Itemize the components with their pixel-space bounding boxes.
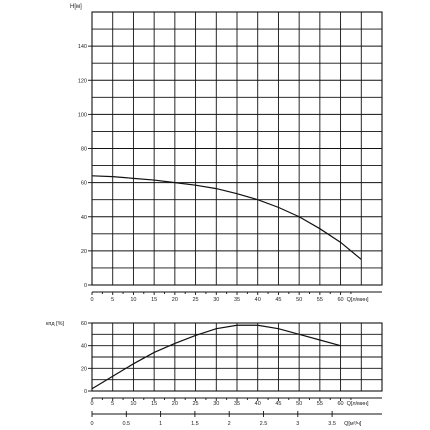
m3h-tick-label: 0.5 xyxy=(122,421,130,427)
head-x-tick-label: 55 xyxy=(317,297,323,303)
head-x-tick-label: 5 xyxy=(111,297,114,303)
efficiency-x-tick-label: 55 xyxy=(317,401,323,407)
m3h-tick-label: 0 xyxy=(90,421,93,427)
m3h-tick-label: 2.5 xyxy=(260,421,268,427)
efficiency-x-tick-label: 40 xyxy=(255,401,261,407)
head-x-tick-label: 60 xyxy=(338,297,344,303)
head-x-tick-label: 50 xyxy=(296,297,302,303)
head-y-tick-label: 80 xyxy=(81,147,87,153)
flow-m3h-axis: 0 0.5 1 1.5 2 2.5 3 3.5 Q[м³/ч] xyxy=(90,411,382,427)
head-x-tick-label: 40 xyxy=(255,297,261,303)
efficiency-x-tick-label: 10 xyxy=(130,401,136,407)
efficiency-x-tick-label: 25 xyxy=(193,401,199,407)
efficiency-x-tick-label: 30 xyxy=(213,401,219,407)
head-x-tick-label: 15 xyxy=(151,297,157,303)
head-x-tick-label: 30 xyxy=(213,297,219,303)
head-x-tick-label: 20 xyxy=(172,297,178,303)
efficiency-x-tick-label: 60 xyxy=(338,401,344,407)
head-grid xyxy=(91,11,383,286)
head-y-tick-label: 20 xyxy=(81,249,87,255)
efficiency-y-tick-label: 40 xyxy=(81,344,87,350)
m3h-tick-label: 3 xyxy=(296,421,299,427)
head-x-tick-label: 35 xyxy=(234,297,240,303)
head-x-tick-label: 0 xyxy=(90,297,93,303)
efficiency-x-tick-label: 5 xyxy=(111,401,114,407)
efficiency-x-tick-label: 35 xyxy=(234,401,240,407)
efficiency-axis-title: кпд [%] xyxy=(46,321,65,327)
efficiency-x-tick-label: 45 xyxy=(275,401,281,407)
head-curve xyxy=(91,175,362,260)
efficiency-curve xyxy=(91,324,341,390)
m3h-axis-title: Q[м³/ч] xyxy=(344,421,362,427)
efficiency-frame xyxy=(91,322,383,392)
m3h-tick-label: 3.5 xyxy=(328,421,336,427)
efficiency-x-axis-title: Q[л/мин] xyxy=(347,401,369,407)
head-x-tick-label: 25 xyxy=(193,297,199,303)
head-y-tick-label: 40 xyxy=(81,215,87,221)
m3h-tick-label: 1 xyxy=(159,421,162,427)
head-axis-title: H[м] xyxy=(70,4,82,10)
head-y-tick-label: 0 xyxy=(84,283,87,289)
head-x-axis-title: Q[л/мин] xyxy=(347,297,369,303)
efficiency-x-tick-label: 15 xyxy=(151,401,157,407)
head-y-ticks: 0 20 40 60 80 100 120 140 xyxy=(78,44,92,289)
head-y-tick-label: 100 xyxy=(78,112,87,118)
efficiency-y-ticks: 0 20 40 60 xyxy=(81,321,92,395)
head-x-tick-label: 10 xyxy=(130,297,136,303)
efficiency-x-tick-label: 20 xyxy=(172,401,178,407)
efficiency-x-tick-label: 50 xyxy=(296,401,302,407)
head-y-tick-label: 120 xyxy=(78,78,87,84)
head-y-tick-label: 60 xyxy=(81,181,87,187)
efficiency-y-tick-label: 60 xyxy=(81,321,87,327)
m3h-tick-label: 2 xyxy=(228,421,231,427)
head-curve-chart: H[м] 0 20 40 60 80 100 120 140 0 5 10 15 20 25 30 35 40… xyxy=(70,4,383,303)
efficiency-x-ticks: 0 5 10 15 20 25 30 35 40 45 50 55 60 Q[л/мин] xyxy=(90,397,382,407)
m3h-tick-label: 1.5 xyxy=(191,421,199,427)
efficiency-y-tick-label: 20 xyxy=(81,366,87,372)
head-x-tick-label: 45 xyxy=(275,297,281,303)
efficiency-grid xyxy=(91,322,383,392)
efficiency-x-tick-label: 0 xyxy=(90,401,93,407)
head-x-ticks: 0 5 10 15 20 25 30 35 40 45 50 55 60 Q[л/мин] xyxy=(90,291,382,303)
efficiency-curve-chart: кпд [%] 0 20 40 60 0 5 10 15 20 25 30 35 40 45 50 55 60… xyxy=(46,321,383,407)
efficiency-y-tick-label: 0 xyxy=(84,389,87,395)
head-y-tick-label: 140 xyxy=(78,44,87,50)
